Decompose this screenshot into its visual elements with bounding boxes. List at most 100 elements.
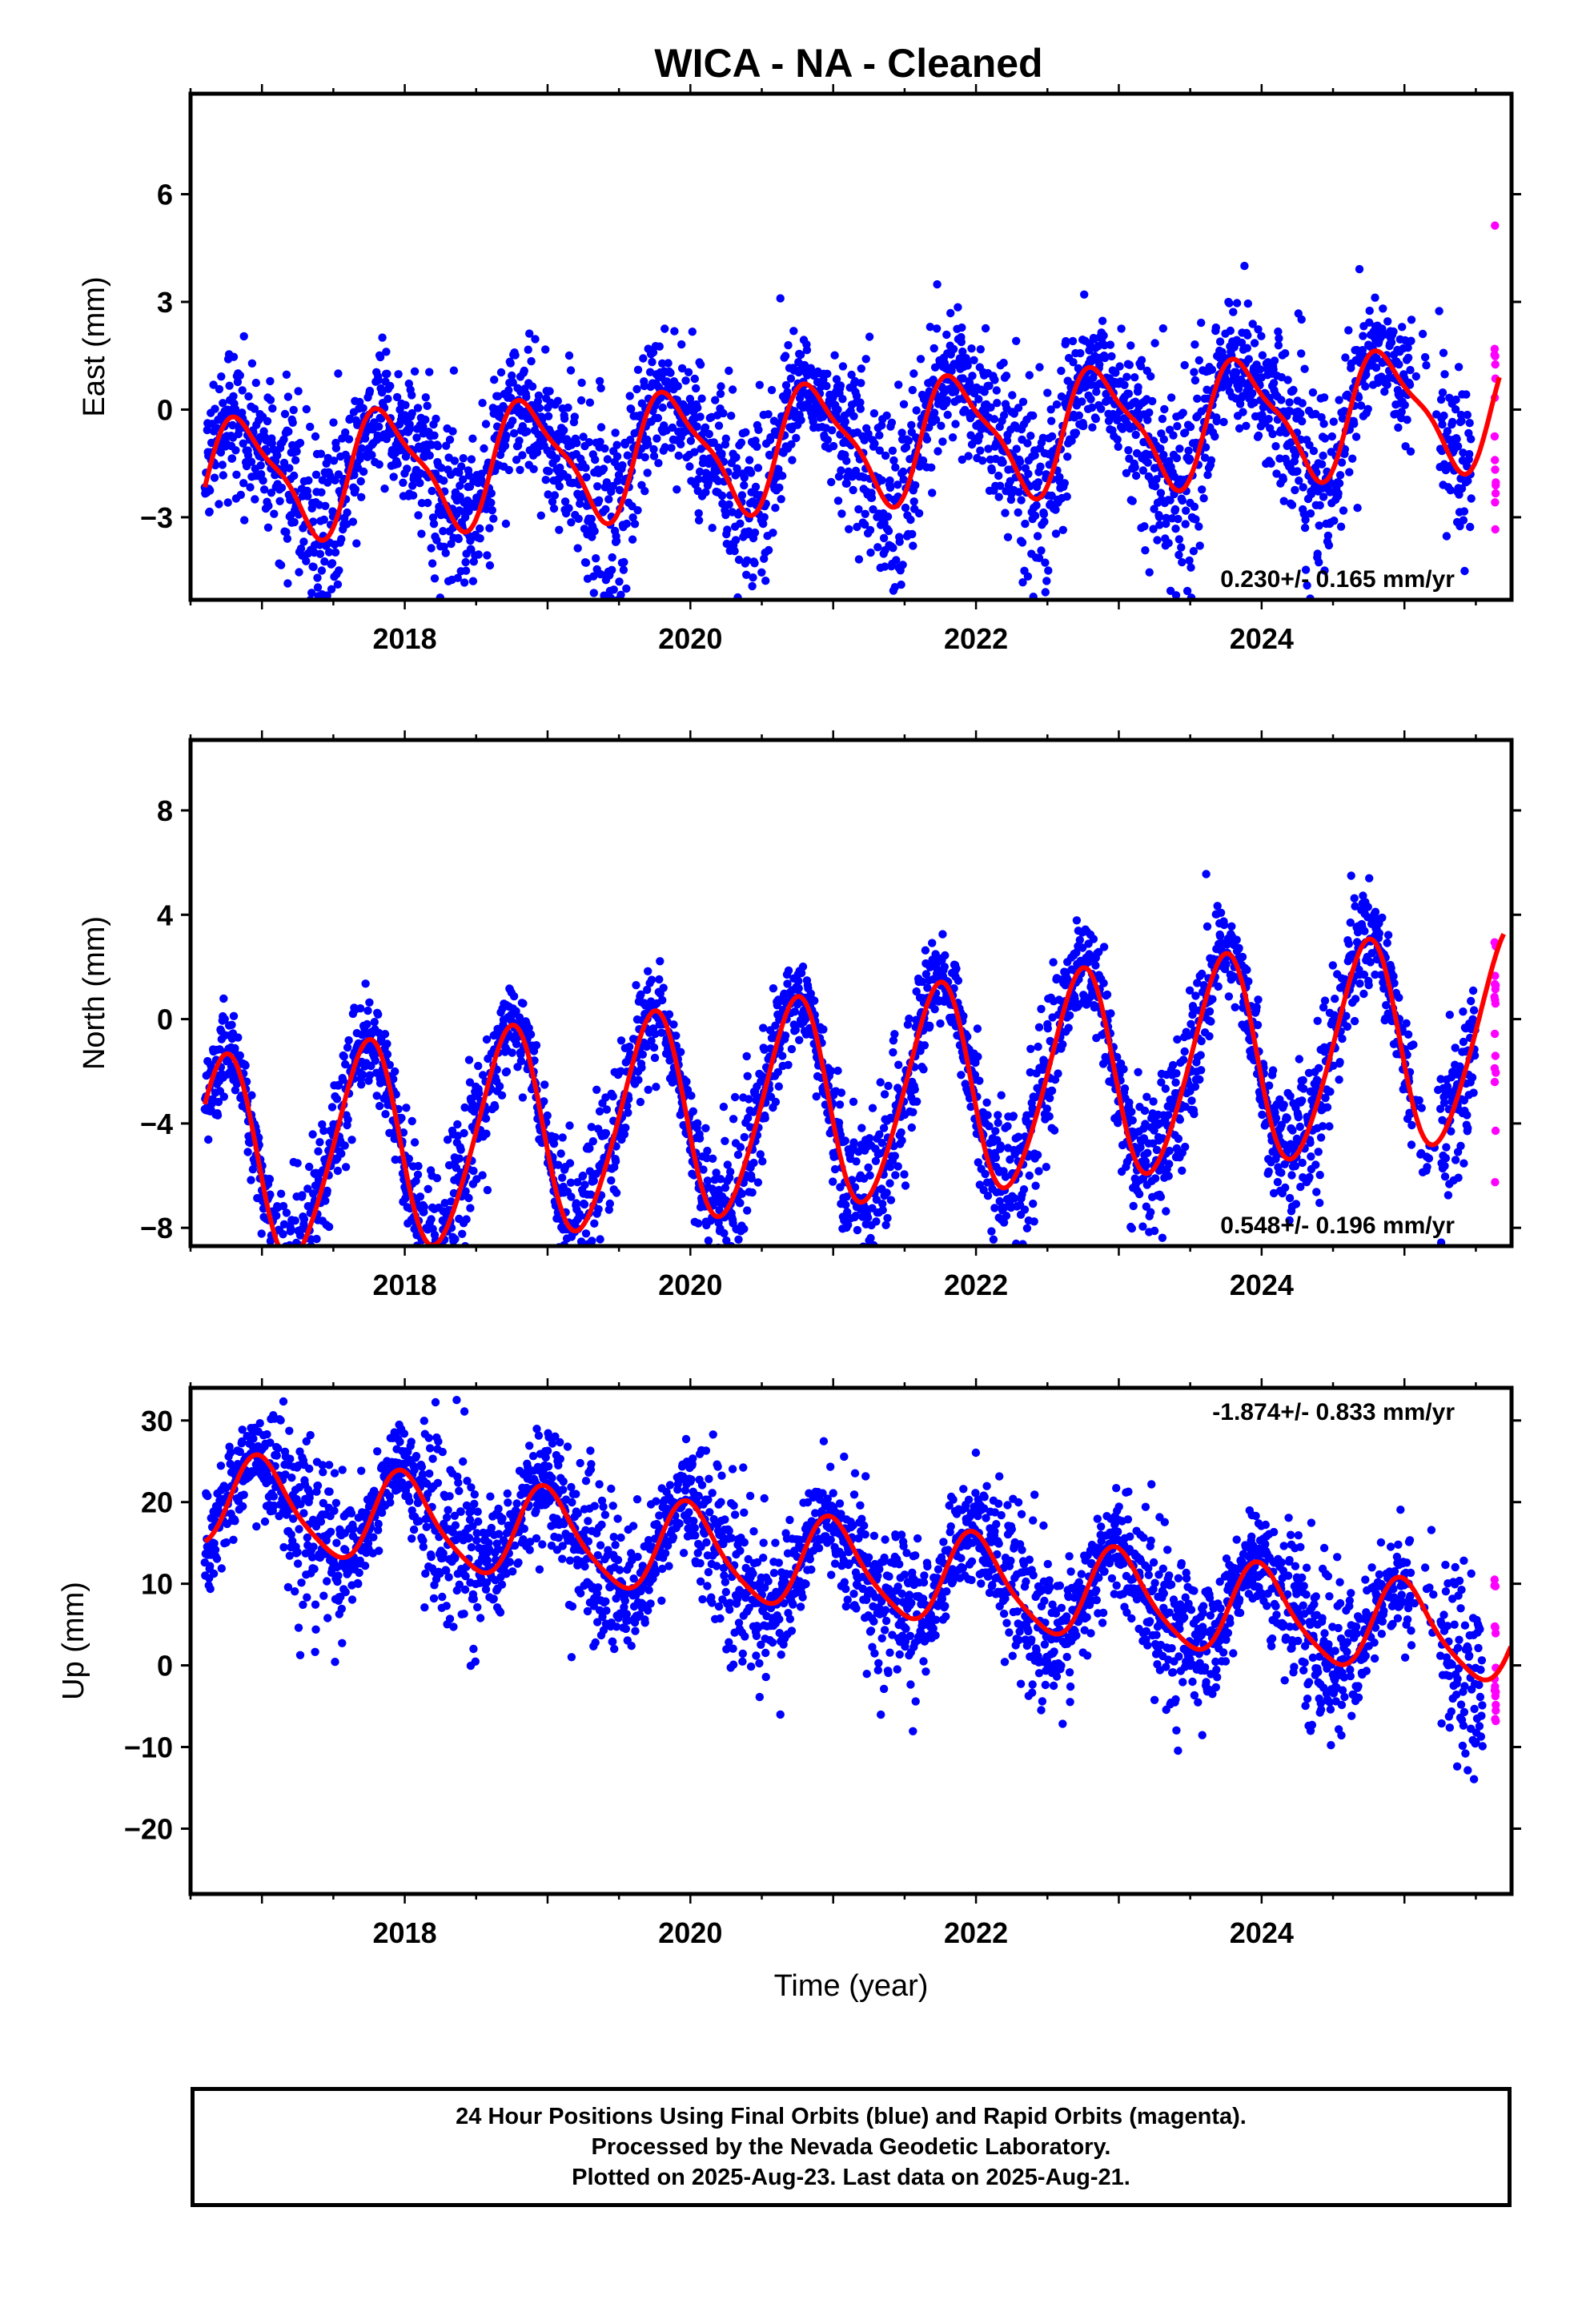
east-final-point [541, 345, 550, 354]
north-final-point [810, 996, 819, 1005]
east-final-point [728, 385, 737, 394]
east-final-point [754, 425, 763, 434]
east-final-point [775, 483, 784, 493]
east-final-point [350, 471, 359, 480]
east-final-point [958, 323, 966, 332]
east-final-point [809, 417, 817, 426]
east-final-point [520, 366, 528, 376]
east-final-point [934, 447, 942, 456]
east-final-point [217, 372, 226, 381]
east-final-point [502, 431, 511, 440]
east-final-point [383, 394, 392, 404]
north-final-point [900, 1170, 909, 1179]
north-final-point [607, 1176, 616, 1185]
east-final-point [927, 463, 936, 472]
east-final-point [1150, 339, 1159, 348]
north-final-point [307, 1285, 315, 1293]
north-final-point [733, 1150, 743, 1160]
east-final-point [899, 400, 909, 408]
east-final-point [508, 371, 516, 380]
east-final-point [922, 435, 932, 444]
east-final-point [697, 394, 706, 403]
east-final-point [573, 544, 582, 553]
east-final-point [1383, 380, 1391, 389]
east-final-point [564, 351, 574, 360]
east-final-point [303, 492, 312, 501]
east-final-point [419, 422, 428, 431]
east-final-point [999, 358, 1008, 368]
east-final-point [1438, 388, 1447, 397]
east-final-point [1156, 489, 1166, 497]
east-final-point [450, 456, 460, 465]
east-final-point [748, 581, 757, 591]
east-final-point [769, 529, 777, 537]
north-final-point [616, 1036, 626, 1045]
east-final-point [408, 391, 416, 400]
east-final-point [1181, 520, 1190, 529]
east-final-point [750, 528, 760, 537]
north-final-point [975, 1076, 984, 1085]
east-final-point [830, 351, 839, 360]
east-final-point [1306, 509, 1315, 518]
north-final-point [941, 951, 950, 960]
east-final-point [264, 501, 273, 510]
east-final-point [582, 472, 591, 482]
east-final-point [1136, 362, 1146, 371]
east-final-point [1143, 458, 1153, 467]
east-final-point [1117, 324, 1126, 333]
north-final-point [303, 1287, 311, 1295]
east-final-point [975, 432, 984, 440]
east-final-point [468, 577, 478, 585]
east-rapid-point [1491, 525, 1500, 534]
east-final-point [326, 625, 334, 633]
east-final-point [504, 465, 513, 475]
east-final-point [585, 398, 595, 407]
north-final-point [257, 1229, 266, 1238]
north-final-point [841, 1136, 850, 1145]
east-final-point [309, 562, 318, 572]
east-final-point [666, 368, 675, 377]
north-final-point [558, 1133, 567, 1142]
north-final-point [665, 1010, 674, 1019]
east-final-point [490, 376, 499, 384]
east-final-point [1174, 535, 1184, 544]
east-final-point [1062, 492, 1071, 501]
north-final-point [305, 1249, 313, 1257]
east-final-point [737, 438, 746, 447]
east-final-point [713, 466, 721, 476]
east-final-point [933, 279, 942, 289]
east-final-point [290, 517, 299, 527]
north-final-point [324, 1222, 334, 1232]
north-final-point [303, 1184, 312, 1193]
north-final-point [952, 964, 961, 973]
east-final-point [990, 415, 999, 424]
east-final-point [1012, 444, 1021, 453]
east-final-point [649, 444, 658, 454]
east-final-point [1320, 434, 1330, 443]
east-final-point [1149, 525, 1158, 533]
east-final-point [239, 439, 247, 448]
east-final-point [1191, 340, 1199, 349]
east-final-point [1267, 459, 1275, 468]
east-final-point [967, 344, 976, 353]
east-final-point [1023, 439, 1032, 448]
north-final-point [219, 1092, 228, 1101]
east-final-point [1145, 568, 1154, 577]
east-final-point [317, 488, 326, 497]
east-final-point [524, 345, 532, 354]
east-final-point [1363, 404, 1372, 413]
east-final-point [292, 447, 301, 456]
north-final-point [905, 1014, 913, 1023]
east-final-point [1190, 502, 1199, 511]
east-final-point [1371, 364, 1381, 372]
east-final-point [861, 355, 870, 364]
east-final-point [333, 580, 343, 589]
east-final-point [1403, 353, 1413, 362]
east-final-point [442, 441, 451, 450]
east-final-point [633, 506, 642, 515]
north-final-point [295, 1247, 303, 1255]
east-final-point [562, 435, 572, 444]
east-final-point [1113, 416, 1122, 424]
east-final-point [515, 436, 524, 445]
east-final-point [1126, 341, 1135, 350]
